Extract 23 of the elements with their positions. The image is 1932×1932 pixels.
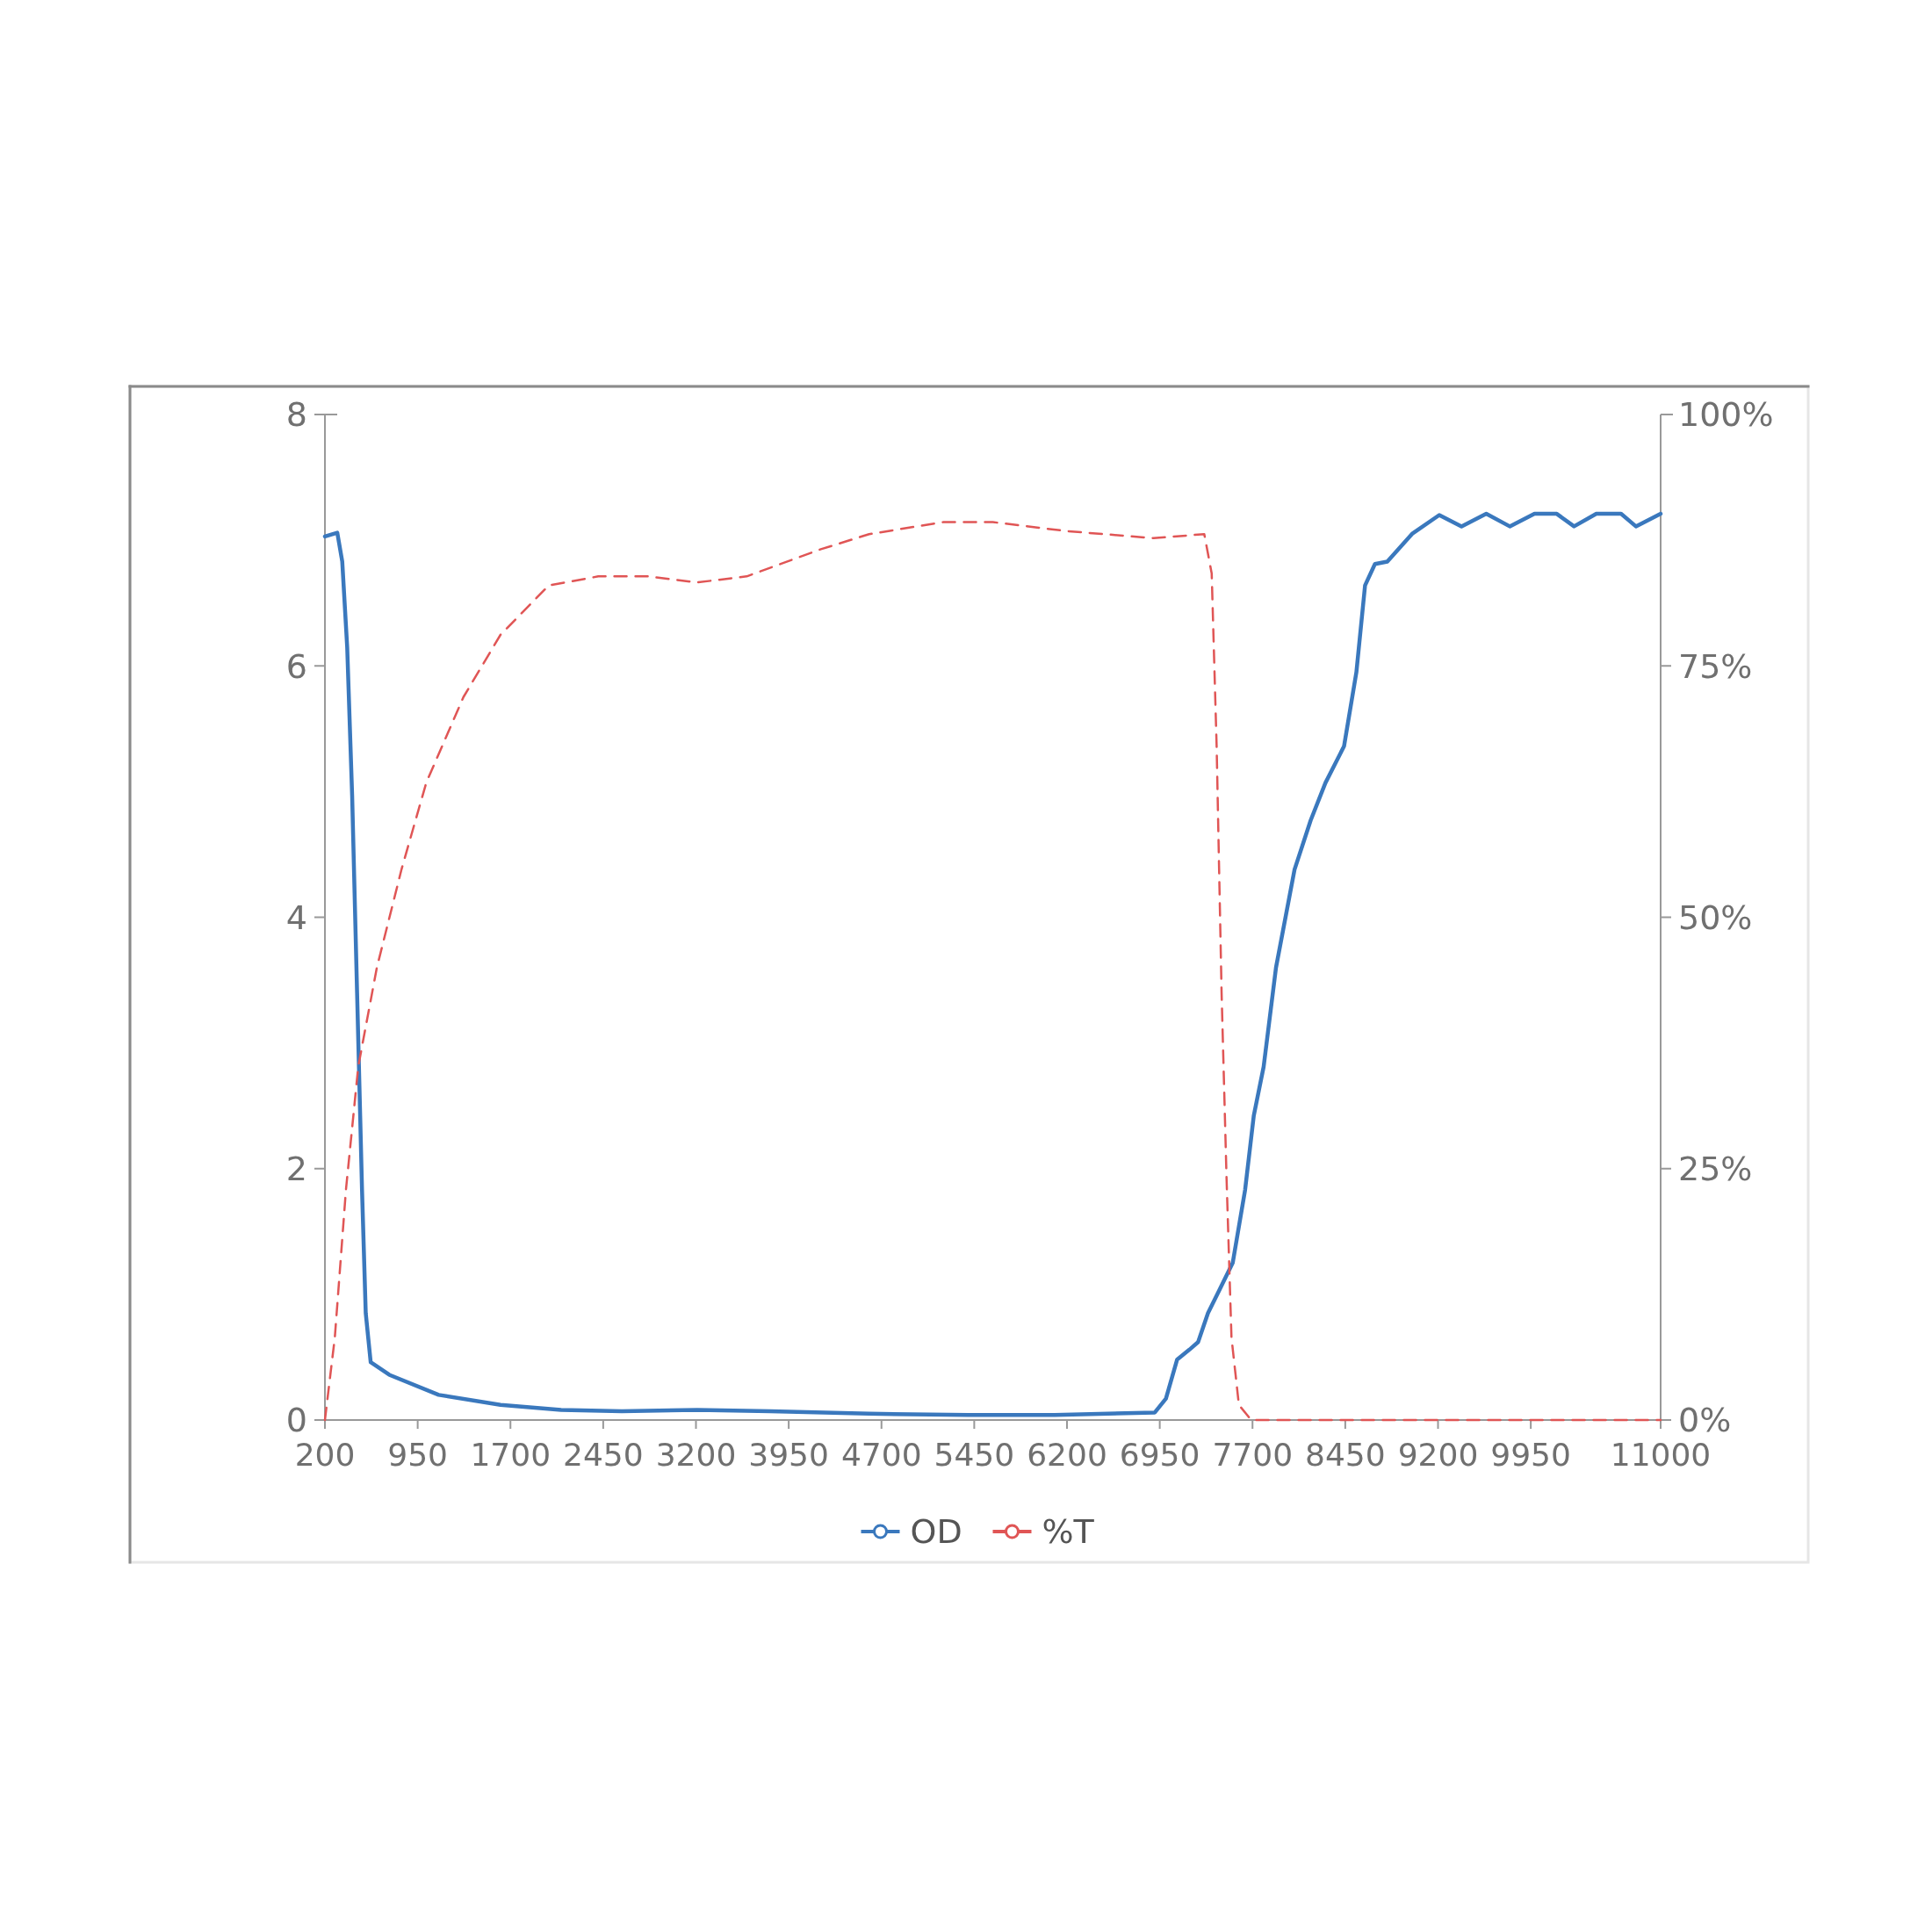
y2-tick-label: 50% — [1678, 898, 1753, 937]
legend-label: OD — [910, 1512, 962, 1552]
x-tick-label: 3200 — [655, 1437, 737, 1473]
x-tick-label: 8450 — [1305, 1437, 1386, 1473]
x-tick-label: 6950 — [1119, 1437, 1200, 1473]
y2-tick-label: 25% — [1678, 1150, 1753, 1189]
x-tick-label: 4700 — [840, 1437, 922, 1473]
legend-label: %T — [1042, 1512, 1095, 1552]
y-tick-label: 8 — [285, 395, 307, 435]
y-tick-label: 2 — [285, 1150, 307, 1189]
y2-tick-label: 100% — [1678, 395, 1774, 435]
x-tick-label: 3950 — [748, 1437, 829, 1473]
y-tick-label: 6 — [285, 646, 307, 686]
y-tick-label: 4 — [285, 898, 307, 937]
x-tick-label: 6200 — [1027, 1437, 1107, 1473]
x-tick-label: 1700 — [470, 1437, 551, 1473]
x-tick-label: 9950 — [1490, 1437, 1571, 1473]
x-tick-label: 7700 — [1212, 1437, 1294, 1473]
x-tick-label: 950 — [387, 1437, 448, 1473]
x-tick-label: 2450 — [563, 1437, 644, 1473]
y2-tick-label: 75% — [1678, 646, 1753, 686]
x-tick-label: 9200 — [1397, 1437, 1479, 1473]
x-tick-label: 5450 — [934, 1437, 1015, 1473]
